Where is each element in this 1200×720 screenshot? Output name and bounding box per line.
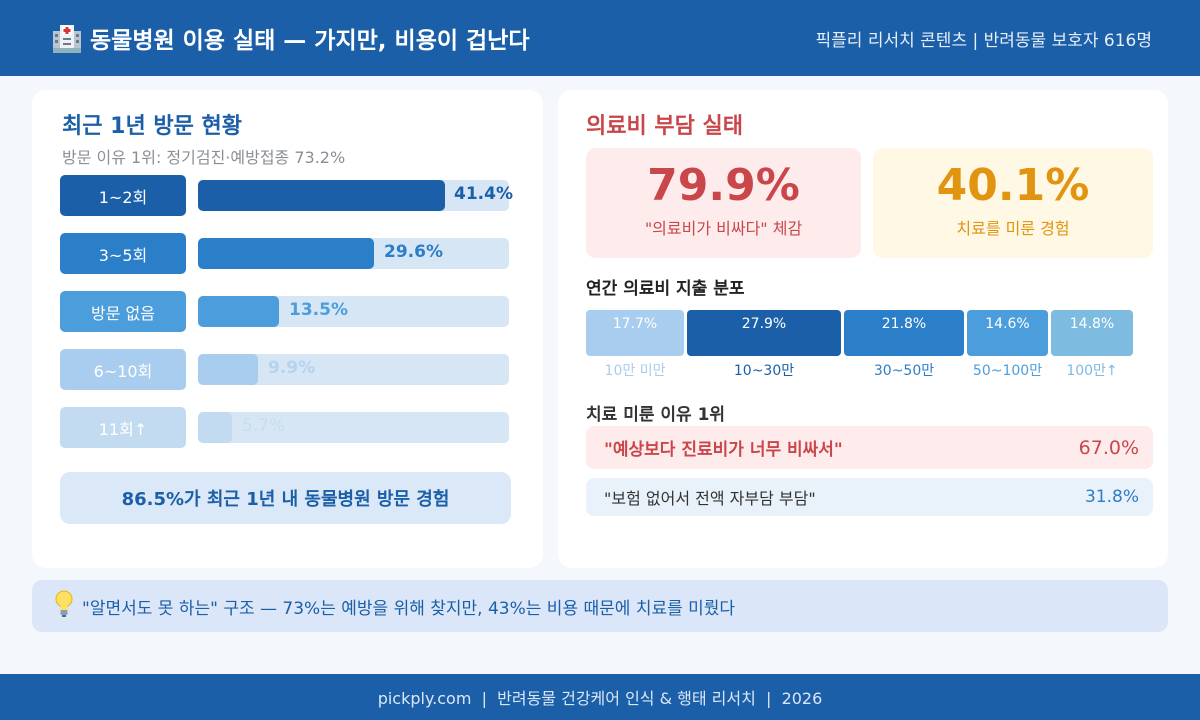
distribution-title: 연간 의료비 지출 분포 — [586, 279, 745, 299]
hospital-icon — [50, 21, 84, 55]
stat-delayed-caption: 치료를 미룬 경험 — [956, 219, 1070, 238]
bar-label: 11회↑ — [60, 407, 186, 448]
bar-value: 9.9% — [268, 358, 316, 378]
distribution-segment: 27.9% — [687, 310, 841, 356]
stat-expensive-caption: "의료비가 비싸다" 체감 — [644, 219, 803, 238]
bar-track: 29.6% — [198, 238, 509, 269]
header: 동물병원 이용 실태 — 가지만, 비용이 겁난다 픽플리 리서치 콘텐츠 | … — [0, 0, 1200, 76]
reason-row: "보험 없어서 전액 자부담 부담" 31.8% — [586, 478, 1153, 516]
bar-row: 11회↑ 5.7% — [60, 407, 511, 449]
bar-track: 13.5% — [198, 296, 509, 327]
bar-track: 9.9% — [198, 354, 509, 385]
bar-value: 13.5% — [289, 300, 348, 320]
reason-value: 67.0% — [1078, 436, 1139, 459]
bar-value: 41.4% — [454, 184, 513, 204]
bar-fill — [198, 412, 232, 443]
header-subtitle: 픽플리 리서치 콘텐츠 | 반려동물 보호자 616명 — [815, 30, 1152, 51]
bar-track: 5.7% — [198, 412, 509, 443]
insight-text: "알면서도 못 하는" 구조 — 73%는 예방을 위해 찾지만, 43%는 비… — [82, 598, 736, 619]
visits-title: 최근 1년 방문 현황 — [62, 114, 242, 139]
bar-row: 방문 없음 13.5% — [60, 291, 511, 333]
reason-value: 31.8% — [1084, 487, 1139, 507]
distribution-label: 50~100만 — [972, 363, 1043, 379]
page-title: 동물병원 이용 실태 — 가지만, 비용이 겁난다 — [50, 21, 530, 55]
distribution-label: 10만 미만 — [604, 363, 666, 379]
stat-delayed-value: 40.1% — [936, 160, 1090, 211]
bar-fill — [198, 296, 279, 327]
bar-label: 6~10회 — [60, 349, 186, 390]
costs-card: 의료비 부담 실태 79.9% "의료비가 비싸다" 체감 40.1% 치료를 … — [558, 90, 1168, 568]
bar-fill — [198, 180, 445, 211]
header-title-text: 동물병원 이용 실태 — 가지만, 비용이 겁난다 — [90, 28, 530, 54]
stat-delayed: 40.1% 치료를 미룬 경험 — [873, 148, 1153, 258]
distribution-segment: 14.6% — [967, 310, 1048, 356]
bar-value: 29.6% — [384, 242, 443, 262]
reason-row: "예상보다 진료비가 너무 비싸서" 67.0% — [586, 426, 1153, 469]
bar-value: 5.7% — [242, 416, 286, 436]
bar-label: 방문 없음 — [60, 291, 186, 332]
footer: pickply.com | 반려동물 건강케어 인식 & 행태 리서치 | 20… — [0, 674, 1200, 720]
bar-label: 3~5회 — [60, 233, 186, 274]
distribution-segment: 17.7% — [586, 310, 684, 356]
visits-summary: 86.5%가 최근 1년 내 동물병원 방문 경험 — [60, 472, 511, 524]
insight-banner: "알면서도 못 하는" 구조 — 73%는 예방을 위해 찾지만, 43%는 비… — [32, 580, 1168, 632]
distribution-segment: 21.8% — [844, 310, 964, 356]
distribution-label: 10~30만 — [733, 363, 795, 379]
footer-text: pickply.com | 반려동물 건강케어 인식 & 행태 리서치 | 20… — [377, 689, 823, 708]
reason-text: "보험 없어서 전액 자부담 부담" — [604, 489, 816, 508]
bar-fill — [198, 354, 258, 385]
costs-title: 의료비 부담 실태 — [586, 114, 743, 139]
bar-row: 1~2회 41.4% — [60, 175, 513, 217]
bar-row: 6~10회 9.9% — [60, 349, 511, 391]
distribution-label: 100만↑ — [1066, 363, 1118, 379]
reason-title: 치료 미룬 이유 1위 — [586, 405, 726, 425]
bar-fill — [198, 238, 374, 269]
lightbulb-icon — [54, 590, 74, 623]
stat-expensive-value: 79.9% — [647, 160, 800, 211]
bar-track: 41.4% — [198, 180, 513, 211]
visits-card: 최근 1년 방문 현황 방문 이유 1위: 정기검진·예방접종 73.2% 1~… — [32, 90, 543, 568]
stat-expensive: 79.9% "의료비가 비싸다" 체감 — [586, 148, 861, 258]
visits-subtitle: 방문 이유 1위: 정기검진·예방접종 73.2% — [62, 148, 346, 167]
reason-text: "예상보다 진료비가 너무 비싸서" — [604, 440, 843, 460]
distribution-label: 30~50만 — [873, 363, 935, 379]
bar-row: 3~5회 29.6% — [60, 233, 511, 275]
distribution-segment: 14.8% — [1051, 310, 1133, 356]
bar-label: 1~2회 — [60, 175, 186, 216]
